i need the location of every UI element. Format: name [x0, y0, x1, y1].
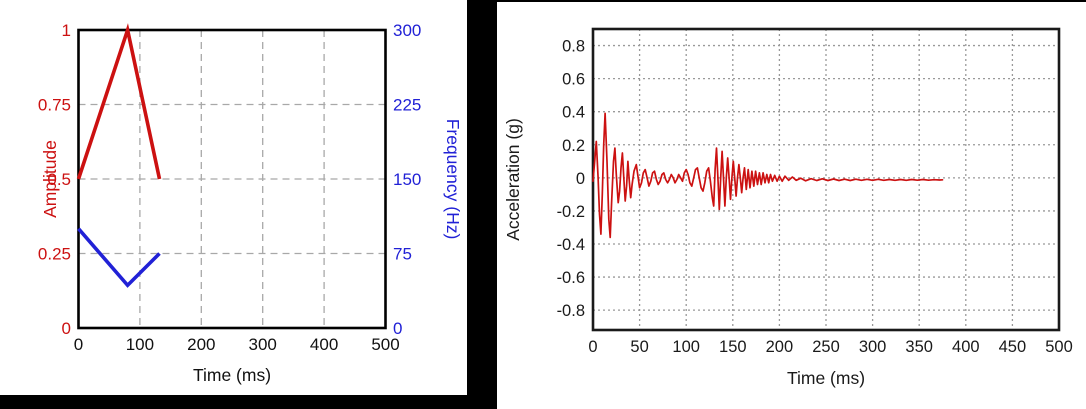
- amplitude-axis-title: Amplitude: [40, 140, 60, 218]
- frequency-tick-label: 75: [393, 245, 412, 264]
- acceleration-tick-label: 0.2: [562, 137, 585, 155]
- time-tick-label: 50: [630, 338, 648, 356]
- amplitude-tick-label: 0.25: [38, 245, 71, 264]
- frequency-tick-label: 225: [393, 96, 421, 115]
- time-axis-title: Time (ms): [787, 368, 865, 388]
- time-tick-label: 500: [1045, 338, 1073, 356]
- time-tick-label: 300: [859, 338, 887, 356]
- series-acceleration-line: [592, 112, 944, 239]
- amplitude-tick-label: 0.75: [38, 96, 71, 115]
- time-axis-title: Time (ms): [193, 365, 271, 385]
- time-tick-label: 500: [371, 335, 399, 354]
- series-frequency-line: [77, 227, 161, 288]
- time-tick-label: 0: [74, 335, 83, 354]
- amplitude-tick-label: 0.5: [47, 170, 71, 189]
- time-tick-label: 200: [766, 338, 794, 356]
- time-tick-label: 400: [310, 335, 338, 354]
- time-tick-label: 300: [249, 335, 277, 354]
- amplitude-tick-label: 0: [62, 319, 71, 338]
- time-tick-label: 100: [672, 338, 700, 356]
- time-tick-label: 150: [719, 338, 747, 356]
- acceleration-chart-panel: 0.8 0.6 0.4 0.2 0 -0.2 -0.4 -0.6 -0.8 0 50 100 150 20…: [497, 0, 1086, 409]
- acceleration-tick-label: -0.8: [557, 302, 585, 320]
- acceleration-tick-label: 0.4: [562, 104, 585, 122]
- left-panel-black-frame-bottom: [0, 395, 497, 409]
- frequency-tick-label: 300: [393, 21, 421, 40]
- frequency-tick-label: 0: [393, 319, 402, 338]
- sweep-spec-chart-panel: 0 0.25 0.5 0.75 1 0 75 150 225 300 0 100 200 300 400 50…: [0, 0, 497, 409]
- acceleration-chart: 0.80.60.40.20-0.2-0.4-0.6-0.80 50 100 150 20…: [503, 27, 1073, 388]
- amplitude-frequency-chart: 0 0.25 0.5 0.75 1 0 75 150 225 300 0 100 200 300 400 50…: [38, 21, 463, 385]
- acceleration-tick-label: -0.4: [557, 236, 585, 254]
- frequency-tick-label: 150: [393, 170, 421, 189]
- acceleration-tick-label: 0: [576, 170, 585, 188]
- acceleration-tick-label: -0.2: [557, 203, 585, 221]
- acceleration-tick-label: 0.6: [562, 71, 585, 89]
- time-tick-label: 250: [812, 338, 840, 356]
- left-panel-black-frame-right: [467, 0, 497, 409]
- time-tick-label: 100: [126, 335, 154, 354]
- time-tick-label: 400: [952, 338, 980, 356]
- amplitude-tick-label: 1: [62, 21, 71, 40]
- right-panel-top-border: [497, 0, 1086, 2]
- frequency-axis-title: Frequency (Hz): [443, 119, 463, 240]
- acceleration-tick-label: -0.6: [557, 269, 585, 287]
- acceleration-axis-title: Acceleration (g): [503, 118, 523, 241]
- time-tick-label: 200: [187, 335, 215, 354]
- series-amplitude-line: [76, 23, 162, 180]
- time-tick-label: 350: [905, 338, 933, 356]
- time-tick-label: 450: [999, 338, 1027, 356]
- time-tick-label: 0: [588, 338, 597, 356]
- acceleration-tick-label: 0.8: [562, 38, 585, 56]
